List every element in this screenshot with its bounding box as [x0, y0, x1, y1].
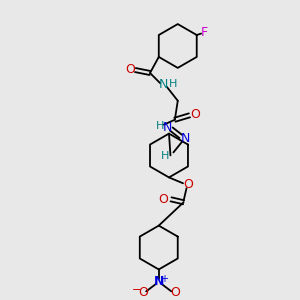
Text: H: H [169, 79, 178, 89]
Text: O: O [138, 286, 148, 299]
Text: O: O [183, 178, 193, 191]
Text: N: N [163, 122, 172, 134]
Text: F: F [200, 26, 208, 39]
Text: +: + [160, 274, 168, 284]
Text: O: O [190, 108, 200, 121]
Text: H: H [160, 151, 169, 161]
Text: N: N [158, 78, 168, 91]
Text: O: O [170, 286, 180, 299]
Text: H: H [156, 121, 164, 130]
Text: N: N [154, 274, 164, 288]
Text: O: O [158, 193, 168, 206]
Text: N: N [180, 132, 190, 145]
Text: O: O [125, 63, 135, 76]
Text: −: − [132, 286, 141, 296]
